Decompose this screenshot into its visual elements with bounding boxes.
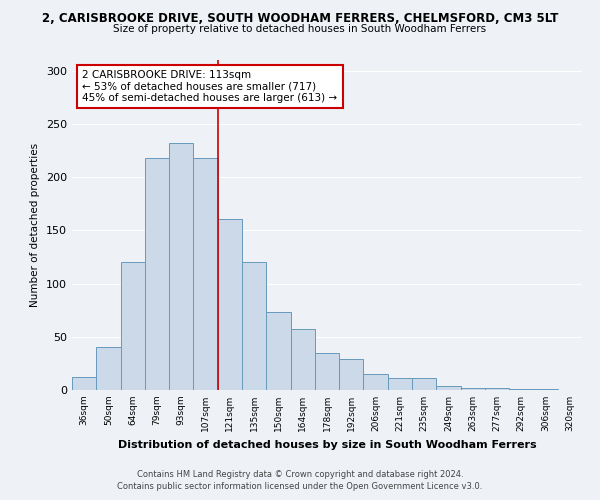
Text: Contains HM Land Registry data © Crown copyright and database right 2024.
Contai: Contains HM Land Registry data © Crown c…: [118, 470, 482, 491]
Bar: [533, 389, 558, 390]
Bar: [436, 386, 461, 390]
Bar: [96, 348, 121, 390]
Bar: [218, 218, 242, 390]
Bar: [509, 389, 533, 390]
Bar: [315, 352, 339, 390]
Bar: [169, 143, 193, 390]
Bar: [388, 378, 412, 390]
Text: Size of property relative to detached houses in South Woodham Ferrers: Size of property relative to detached ho…: [113, 24, 487, 34]
Y-axis label: Number of detached properties: Number of detached properties: [31, 143, 40, 307]
Bar: [412, 378, 436, 390]
Bar: [121, 262, 145, 390]
Bar: [290, 330, 315, 390]
X-axis label: Distribution of detached houses by size in South Woodham Ferrers: Distribution of detached houses by size …: [118, 440, 536, 450]
Bar: [339, 359, 364, 390]
Text: 2 CARISBROOKE DRIVE: 113sqm
← 53% of detached houses are smaller (717)
45% of se: 2 CARISBROOKE DRIVE: 113sqm ← 53% of det…: [82, 70, 337, 103]
Bar: [266, 312, 290, 390]
Bar: [242, 262, 266, 390]
Bar: [193, 158, 218, 390]
Bar: [72, 377, 96, 390]
Bar: [364, 374, 388, 390]
Text: 2, CARISBROOKE DRIVE, SOUTH WOODHAM FERRERS, CHELMSFORD, CM3 5LT: 2, CARISBROOKE DRIVE, SOUTH WOODHAM FERR…: [42, 12, 558, 26]
Bar: [461, 388, 485, 390]
Bar: [145, 158, 169, 390]
Bar: [485, 388, 509, 390]
